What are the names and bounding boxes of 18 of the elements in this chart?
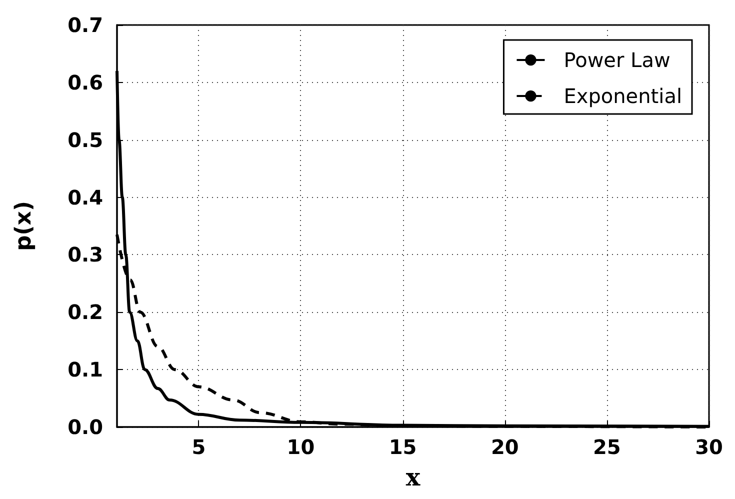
y-tick-label: 0.7 xyxy=(68,13,103,37)
y-tick-label: 0.6 xyxy=(68,70,103,94)
x-axis-title: x xyxy=(406,462,421,492)
y-tick-label: 0.3 xyxy=(68,242,103,267)
y-tick-label: 0.4 xyxy=(68,185,103,210)
x-tick-label: 5 xyxy=(192,435,206,459)
y-tick-label: 0.1 xyxy=(68,358,103,382)
x-tick-label: 15 xyxy=(388,435,417,459)
y-tick-label: 0.2 xyxy=(68,300,103,324)
y-tick-label: 0.5 xyxy=(68,128,103,152)
x-tick-label: 30 xyxy=(695,435,723,459)
y-tick-label: 0.0 xyxy=(68,415,103,439)
x-tick-label: 10 xyxy=(286,435,315,459)
x-tick-label: 20 xyxy=(490,435,519,459)
legend-label: Power Law xyxy=(564,48,670,72)
x-tick-label: 25 xyxy=(593,435,621,459)
y-axis-title: p(x) xyxy=(12,200,36,252)
legend-label: Exponential xyxy=(564,84,682,108)
